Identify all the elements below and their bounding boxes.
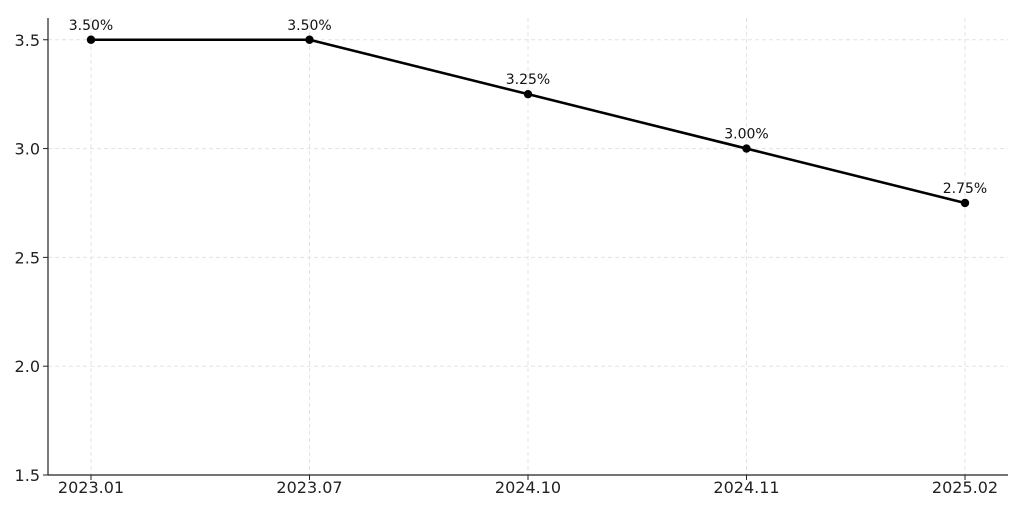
y-tick-label: 2.5	[15, 248, 40, 267]
x-tick-label: 2025.02	[932, 478, 998, 497]
data-point	[960, 198, 970, 208]
y-tick-label: 2.0	[15, 357, 40, 376]
series-group: 3.50% 3.50% 3.25% 3.00% 2.75%	[69, 18, 987, 208]
y-tick-label: 3.0	[15, 140, 40, 159]
data-label: 3.00%	[724, 127, 768, 143]
data-label: 2.75%	[943, 181, 987, 197]
x-tick-label: 2024.10	[495, 478, 561, 497]
grid-lines	[48, 18, 1008, 476]
x-tick-label: 2023.01	[58, 478, 124, 497]
data-label: 3.25%	[506, 72, 550, 88]
x-tick-label: 2023.07	[276, 478, 342, 497]
x-ticks: 2023.01 2023.07 2024.10 2024.11 2025.02	[58, 475, 998, 497]
data-point	[86, 35, 96, 44]
y-tick-label: 1.5	[15, 466, 40, 485]
data-label: 3.50%	[69, 18, 113, 34]
y-ticks: 1.5 2.0 2.5 3.0 3.5	[15, 31, 48, 485]
series-line	[91, 38, 966, 205]
data-label: 3.50%	[287, 18, 331, 34]
data-point	[305, 35, 314, 44]
data-point	[742, 144, 751, 153]
data-point	[523, 89, 533, 99]
x-tick-label: 2024.11	[713, 478, 779, 497]
y-tick-label: 3.5	[15, 31, 40, 50]
